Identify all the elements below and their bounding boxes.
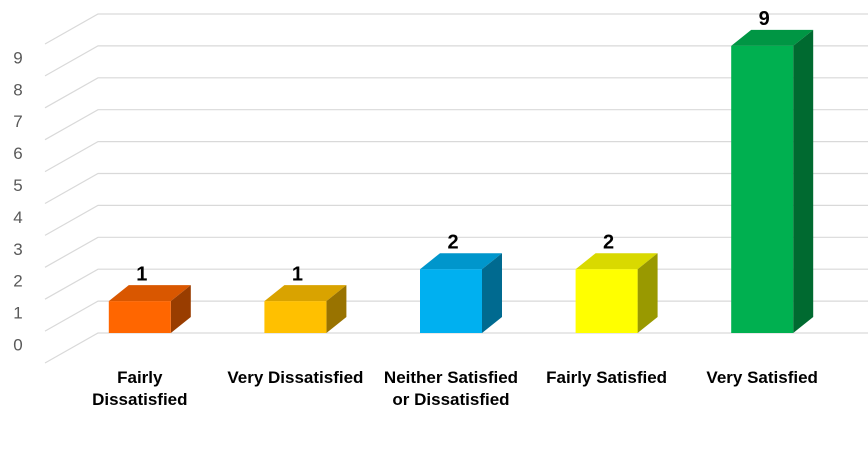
bar-top xyxy=(731,29,814,46)
grid-line xyxy=(44,332,868,364)
bar-side xyxy=(482,253,502,333)
bar xyxy=(575,269,638,333)
bar-side xyxy=(326,285,347,333)
data-label: 2 xyxy=(603,231,614,253)
grid-line xyxy=(44,13,868,45)
data-label: 9 xyxy=(759,8,770,30)
x-tick-label: Very Satisfied xyxy=(706,368,818,387)
bar-side xyxy=(637,253,658,333)
data-label: 1 xyxy=(292,263,303,285)
y-tick-label: 3 xyxy=(13,240,22,259)
y-tick-label: 0 xyxy=(13,335,22,354)
bar xyxy=(108,301,171,333)
grid-line xyxy=(44,109,868,141)
x-tick-label: Neither Satisfied or Dissatisfied xyxy=(383,368,519,409)
grid-line xyxy=(44,77,868,109)
x-tick-label: Very Dissatisfied xyxy=(227,368,364,387)
data-label: 1 xyxy=(136,263,147,285)
data-label: 2 xyxy=(447,231,458,253)
x-tick-label: Fairly Dissatisfied xyxy=(92,368,188,409)
bar-side xyxy=(793,29,814,334)
y-tick-label: 8 xyxy=(13,80,22,99)
grid-line xyxy=(44,141,868,173)
y-tick-label: 7 xyxy=(13,112,22,131)
y-tick-label: 1 xyxy=(13,304,22,323)
bar-top xyxy=(575,253,658,270)
y-tick-label: 6 xyxy=(13,144,22,163)
y-tick-label: 4 xyxy=(13,208,22,227)
y-tick-label: 9 xyxy=(13,48,22,67)
y-tick-label: 2 xyxy=(13,272,22,291)
bar-top xyxy=(108,285,191,302)
grid-line xyxy=(44,45,868,77)
bar-top xyxy=(264,285,347,302)
x-tick-label: Fairly Satisfied xyxy=(546,368,668,387)
bar xyxy=(420,269,482,333)
grid-line xyxy=(44,172,868,205)
bar-side xyxy=(170,285,191,333)
grid-line xyxy=(44,204,868,236)
y-tick-label: 5 xyxy=(13,176,22,195)
grid-line xyxy=(44,236,868,268)
bar xyxy=(264,301,327,333)
bar xyxy=(731,45,794,334)
bar-top xyxy=(420,253,502,270)
